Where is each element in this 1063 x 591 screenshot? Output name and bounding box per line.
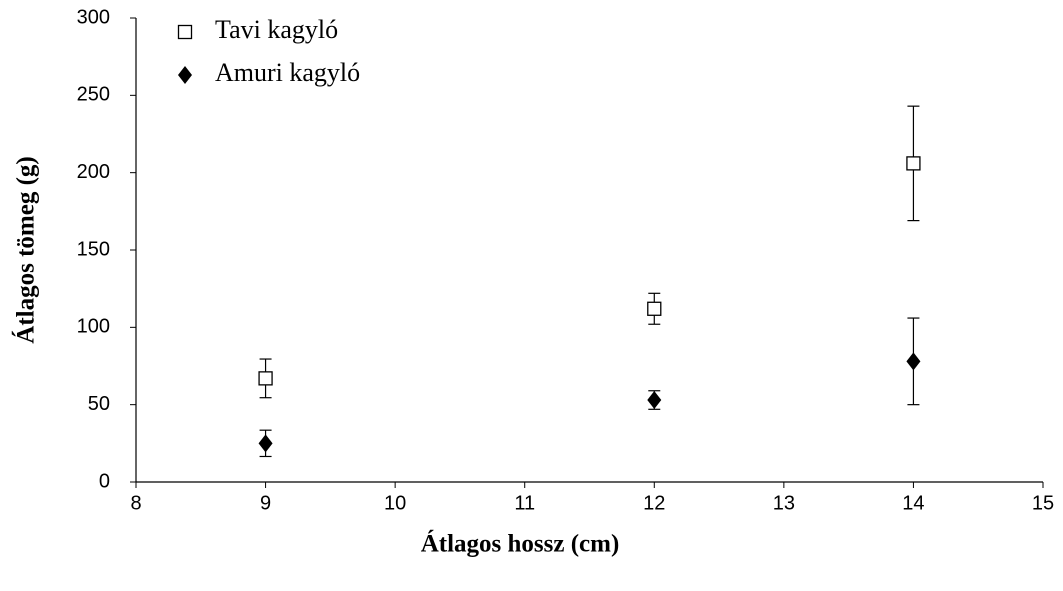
y-tick-label: 50 xyxy=(88,393,110,415)
marker xyxy=(906,352,921,371)
x-tick-label: 11 xyxy=(514,492,535,514)
marker xyxy=(647,301,662,316)
x-tick-label: 10 xyxy=(384,492,406,514)
marker xyxy=(906,156,921,171)
x-tick-label: 14 xyxy=(902,492,924,514)
x-tick-label: 9 xyxy=(260,492,271,514)
x-tick-label: 12 xyxy=(643,492,665,514)
y-tick-label: 300 xyxy=(77,6,110,28)
legend-marker xyxy=(178,66,192,84)
marker xyxy=(647,391,662,410)
y-axis-title: Átlagos tömeg (g) xyxy=(12,156,40,343)
x-tick-label: 8 xyxy=(130,492,141,514)
y-tick-label: 0 xyxy=(99,470,110,492)
marker xyxy=(258,371,273,386)
legend-label: Amuri kagyló xyxy=(215,58,360,87)
x-tick-label: 13 xyxy=(773,492,795,514)
y-tick-label: 250 xyxy=(77,84,110,106)
legend-label: Tavi kagyló xyxy=(215,15,338,44)
legend-marker xyxy=(177,24,193,40)
marker xyxy=(258,434,273,453)
x-axis-title: Átlagos hossz (cm) xyxy=(421,530,620,558)
y-tick-label: 150 xyxy=(77,238,110,260)
y-tick-label: 100 xyxy=(77,316,110,338)
x-tick-label: 15 xyxy=(1032,492,1054,514)
y-tick-label: 200 xyxy=(77,161,110,183)
